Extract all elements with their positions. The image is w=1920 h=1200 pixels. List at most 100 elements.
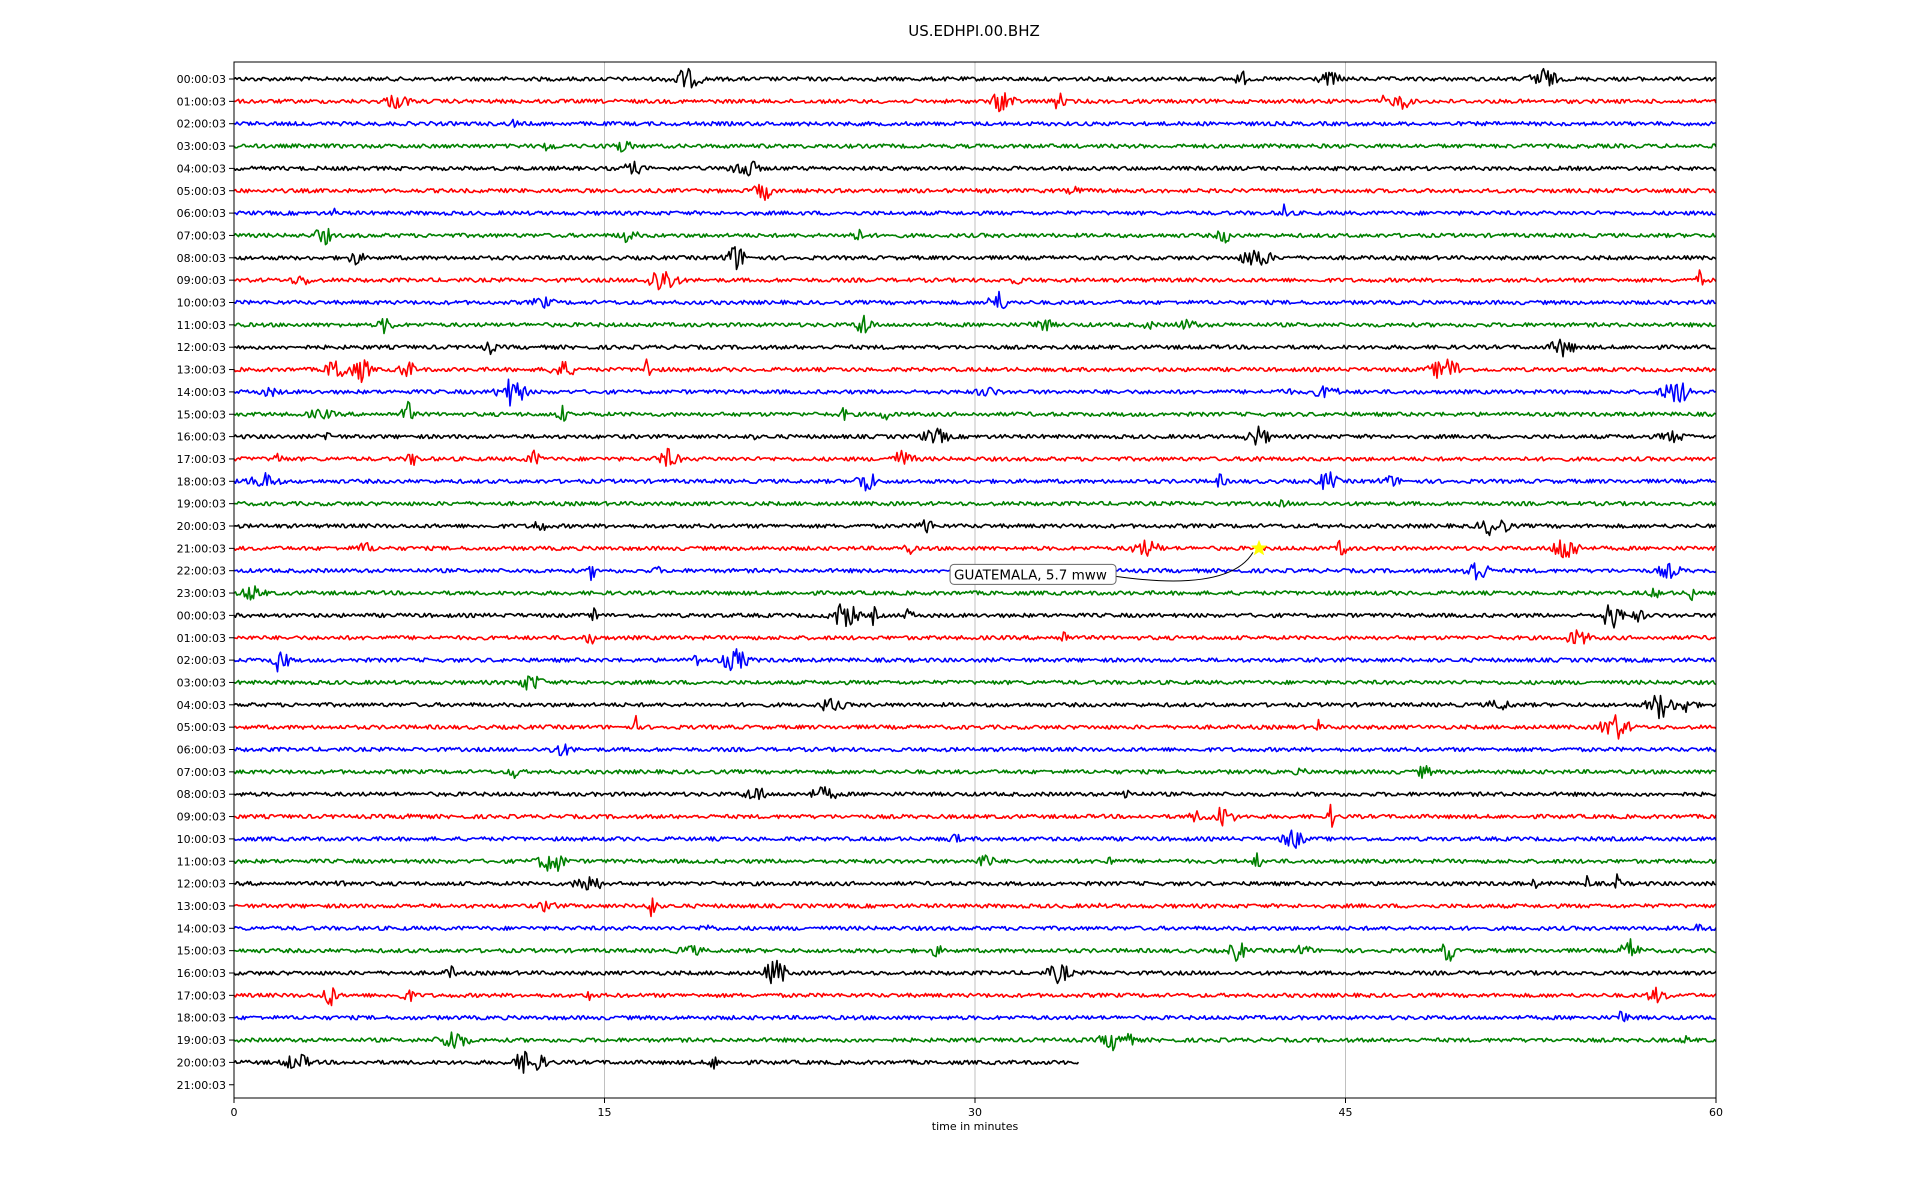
trace-line xyxy=(233,499,1717,508)
row-label: 15:00:03 xyxy=(177,408,226,421)
trace-line xyxy=(233,873,1717,891)
x-tick-label: 30 xyxy=(968,1106,982,1119)
event-annotation: GUATEMALA, 5.7 mww xyxy=(949,539,1268,585)
trace-line xyxy=(234,938,1717,962)
row-label: 02:00:03 xyxy=(177,654,226,667)
trace-line xyxy=(233,986,1717,1007)
row-labels: 00:00:03 01:00:03 02:00:03 03:00:03 04:00:03… xyxy=(177,73,234,1092)
trace-line xyxy=(233,897,1717,918)
trace-line xyxy=(233,786,1717,801)
trace-line xyxy=(233,803,1717,828)
row-label: 11:00:03 xyxy=(177,855,226,868)
row-label: 10:00:03 xyxy=(177,297,226,310)
annotation-box xyxy=(949,563,1117,585)
row-label: 01:00:03 xyxy=(177,632,226,645)
trace-line xyxy=(233,227,1717,246)
trace-line xyxy=(233,425,1717,446)
row-label: 16:00:03 xyxy=(177,967,226,980)
x-axis-label: time in minutes xyxy=(932,1120,1019,1133)
trace-line xyxy=(233,246,1717,271)
trace-line xyxy=(233,1050,1080,1074)
row-label: 05:00:03 xyxy=(177,185,226,198)
row-label: 18:00:03 xyxy=(177,475,226,488)
row-label: 15:00:03 xyxy=(177,945,226,958)
trace-line xyxy=(233,923,1717,932)
trace-line xyxy=(233,269,1717,291)
row-label: 05:00:03 xyxy=(177,721,226,734)
trace-line xyxy=(233,118,1717,128)
trace-line xyxy=(233,743,1717,757)
plot-frame xyxy=(233,61,1717,1099)
row-label: 00:00:03 xyxy=(177,73,226,86)
annotation-label: GUATEMALA, 5.7 mww xyxy=(954,567,1107,583)
row-label: 17:00:03 xyxy=(177,453,226,466)
row-label: 13:00:03 xyxy=(177,364,226,377)
trace-line xyxy=(233,140,1717,153)
row-label: 07:00:03 xyxy=(177,766,226,779)
row-label: 10:00:03 xyxy=(177,833,226,846)
trace-line xyxy=(233,358,1717,384)
row-label: 21:00:03 xyxy=(177,542,226,555)
trace-line xyxy=(233,471,1717,492)
trace-line xyxy=(233,852,1717,872)
annotation-connector xyxy=(1115,552,1254,582)
trace-line xyxy=(233,648,1717,673)
row-label: 01:00:03 xyxy=(177,95,226,108)
row-label: 04:00:03 xyxy=(177,162,226,175)
row-label: 20:00:03 xyxy=(177,1056,226,1069)
row-label: 13:00:03 xyxy=(177,900,226,913)
row-label: 17:00:03 xyxy=(177,989,226,1002)
row-label: 12:00:03 xyxy=(177,341,226,354)
chart-title: US.EDHPI.00.BHZ xyxy=(908,22,1040,40)
row-label: 07:00:03 xyxy=(177,229,226,242)
trace-line xyxy=(233,160,1717,177)
row-label: 16:00:03 xyxy=(177,431,226,444)
traces xyxy=(233,67,1717,1074)
row-label: 19:00:03 xyxy=(177,1034,226,1047)
row-label: 21:00:03 xyxy=(177,1079,226,1092)
row-label: 23:00:03 xyxy=(177,587,226,600)
x-tick-label: 45 xyxy=(1339,1106,1353,1119)
trace-line xyxy=(233,183,1717,201)
row-label: 02:00:03 xyxy=(177,118,226,131)
row-label: 22:00:03 xyxy=(177,565,226,578)
trace-line xyxy=(233,694,1717,720)
row-label: 04:00:03 xyxy=(177,699,226,712)
trace-line xyxy=(233,585,1717,602)
row-label: 09:00:03 xyxy=(177,811,226,824)
trace-line xyxy=(233,959,1717,985)
x-ticks: 0 15 30 45 60 xyxy=(231,1098,1723,1119)
row-label: 18:00:03 xyxy=(177,1012,226,1025)
row-label: 03:00:03 xyxy=(177,140,226,153)
trace-line xyxy=(234,203,1717,217)
event-star-icon xyxy=(1250,539,1268,556)
trace-line xyxy=(233,539,1717,559)
trace-line xyxy=(233,378,1717,407)
row-label: 19:00:03 xyxy=(177,498,226,511)
trace-line xyxy=(233,829,1717,849)
trace-line xyxy=(233,92,1717,113)
row-label: 08:00:03 xyxy=(177,252,226,265)
row-label: 14:00:03 xyxy=(177,386,226,399)
x-tick-label: 60 xyxy=(1709,1106,1723,1119)
trace-line xyxy=(233,400,1717,422)
row-label: 03:00:03 xyxy=(177,676,226,689)
trace-line xyxy=(233,338,1717,358)
trace-line xyxy=(233,314,1717,335)
trace-line xyxy=(233,765,1717,779)
trace-line xyxy=(233,1031,1717,1052)
trace-line xyxy=(233,290,1717,310)
row-label: 09:00:03 xyxy=(177,274,226,287)
trace-line xyxy=(233,603,1717,629)
trace-line xyxy=(233,675,1717,691)
trace-line xyxy=(233,67,1717,89)
trace-line xyxy=(233,629,1717,645)
row-label: 00:00:03 xyxy=(177,609,226,622)
row-label: 20:00:03 xyxy=(177,520,226,533)
x-tick-label: 15 xyxy=(598,1106,612,1119)
trace-line xyxy=(234,1010,1717,1023)
x-tick-label: 0 xyxy=(231,1106,238,1119)
trace-line xyxy=(233,447,1716,467)
trace-line xyxy=(233,519,1717,537)
